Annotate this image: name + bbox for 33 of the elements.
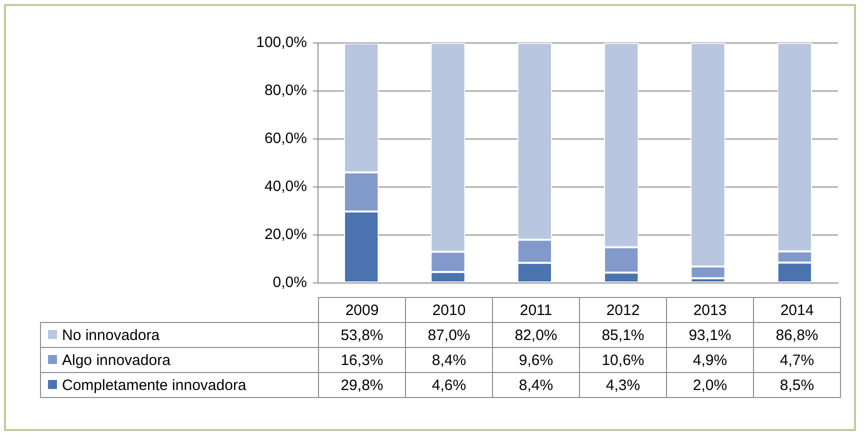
x-tick-label: 2010	[406, 298, 492, 322]
data-label: 93,1%	[666, 322, 754, 348]
data-label: 85,1%	[580, 322, 666, 348]
x-tick-label: 2012	[580, 298, 666, 322]
data-label: 8,5%	[754, 372, 840, 398]
data-label: 16,3%	[318, 348, 406, 372]
legend-label: Completamente innovadora	[40, 372, 318, 398]
x-tick-label: 2013	[666, 298, 754, 322]
y-tick-label: 80,0%	[264, 82, 307, 100]
data-label: 4,7%	[754, 348, 840, 372]
data-label: 4,6%	[406, 372, 492, 398]
data-label: 10,6%	[580, 348, 666, 372]
legend-label: No innovadora	[40, 322, 318, 348]
data-label: 86,8%	[754, 322, 840, 348]
x-tick-label: 2014	[754, 298, 840, 322]
data-label: 9,6%	[492, 348, 580, 372]
y-tick-label: 40,0%	[264, 178, 307, 196]
y-tick-label: 100,0%	[256, 34, 307, 52]
legend-label: Algo innovadora	[40, 348, 318, 372]
x-tick-label: 2011	[492, 298, 580, 322]
data-label: 29,8%	[318, 372, 406, 398]
data-label: 4,9%	[666, 348, 754, 372]
data-label: 2,0%	[666, 372, 754, 398]
x-tick-label: 2009	[318, 298, 406, 322]
y-tick-label: 20,0%	[264, 226, 307, 244]
data-label: 8,4%	[492, 372, 580, 398]
data-label: 82,0%	[492, 322, 580, 348]
y-tick-label: 60,0%	[264, 130, 307, 148]
data-label: 8,4%	[406, 348, 492, 372]
data-label: 4,3%	[580, 372, 666, 398]
data-label: 87,0%	[406, 322, 492, 348]
data-label: 53,8%	[318, 322, 406, 348]
y-tick-label: 0,0%	[272, 274, 307, 292]
